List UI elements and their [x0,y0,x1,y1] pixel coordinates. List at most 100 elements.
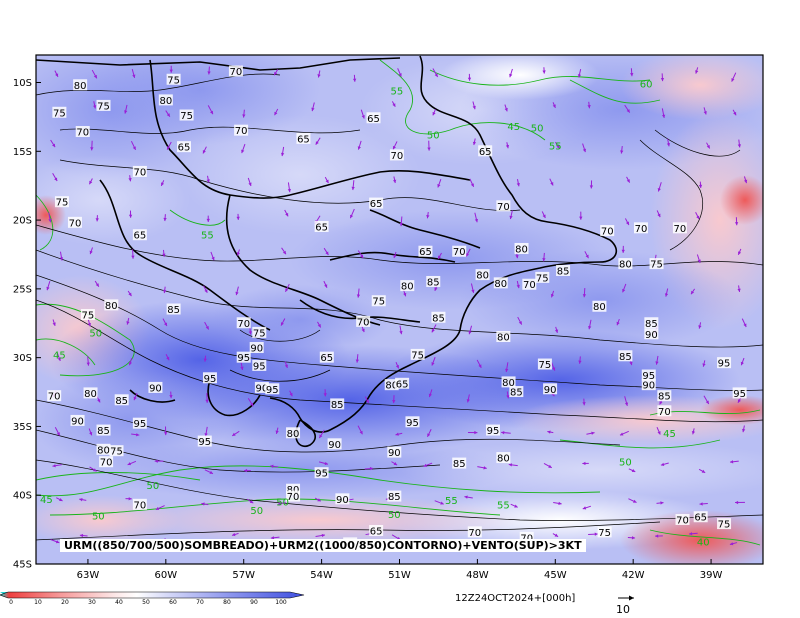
wind-arrow [731,72,737,82]
colorbar-tick-label: 50 [142,599,150,606]
wind-arrow [588,532,598,536]
contour-label-bg [73,79,88,91]
contour-label-bg [148,381,163,393]
wind-arrow [124,104,128,114]
wind-arrow [657,182,662,192]
wind-arrow [508,463,518,467]
wind-arrow [277,502,286,506]
wind-arrow [729,542,738,546]
wind-arrow [50,139,56,148]
lat-tick-label: 30S [13,353,32,364]
wind-arrow [399,216,403,227]
wind-arrow [88,178,93,185]
contour-label: 80 [497,454,510,465]
wind-arrow [154,459,164,463]
wind-arrow [169,65,173,73]
lat-tick-label: 35S [13,422,32,433]
wind-arrow [131,433,140,437]
contour-label-bg [330,398,345,410]
lat-tick-label: 45S [13,560,32,571]
wind-arrow [207,66,211,75]
contour-label: 90 [328,440,341,451]
contour-label: 75 [539,360,552,371]
contour-label: 75 [718,520,731,531]
contour-label: 90 [544,385,557,396]
contour-label: 75 [110,447,123,458]
contour-label-bg [371,295,386,307]
contour-label: 80 [401,282,414,293]
wind-arrow [509,210,513,220]
wind-arrow [287,182,292,193]
contour-label-bg [109,445,124,457]
wind-arrow [547,430,554,434]
contour-label: 75 [180,111,193,122]
wind-arrow [395,432,403,436]
contour-label: 85 [388,492,401,503]
contour-label-bg [657,390,672,402]
lat-tick-label: 15S [13,147,32,158]
wind-arrow [244,468,251,473]
contour-label: 65 [320,353,333,364]
wind-arrow [202,146,207,154]
wind-arrow [203,285,208,294]
wind-arrow [270,464,279,468]
wind-arrow [324,176,329,184]
wind-arrow [552,533,559,538]
green-contour-label: 50 [89,328,102,339]
wind-arrow [584,251,589,259]
colorbar-tick-label: 60 [169,599,177,606]
contour-label: 95 [266,385,279,396]
wind-arrow [357,140,362,150]
contour-label-bg [335,493,350,505]
contour-label: 80 [105,301,118,312]
wind-arrow [737,248,742,256]
green-contour-label: 45 [40,495,53,506]
contour-label-bg [535,271,550,283]
contour-label: 80 [502,378,515,389]
contour-label-bg [431,311,446,323]
wind-arrow [431,356,436,366]
wind-arrow [695,67,699,74]
wind-arrow [352,74,357,82]
wind-arrow [89,247,93,255]
contour-label-bg [234,124,249,136]
wind-arrow [273,69,279,76]
wind-arrow [690,288,696,295]
contour-label: 70 [133,500,146,511]
contour-label-bg [176,141,191,153]
contour-label: 75 [598,528,611,539]
contour-label-bg [166,303,181,315]
contour-label-bg [633,222,648,234]
contour-label: 95 [315,469,328,480]
contour-label: 80 [593,302,606,313]
wind-arrow [231,532,239,537]
wind-arrow [465,248,471,257]
wind-arrow [284,209,289,217]
wind-arrow [52,319,56,327]
contour-label-bg [132,165,147,177]
wind-arrow [541,211,546,219]
green-contour-label: 45 [663,429,676,440]
contour-label-bg [254,381,269,393]
contour-label: 70 [48,392,61,403]
lat-tick-label: 25S [13,284,32,295]
contour-label: 90 [642,381,655,392]
contour-label-bg [405,416,420,428]
contour-label-bg [249,342,264,354]
wind-arrow [357,250,364,259]
wind-arrow [655,534,663,538]
contour-label: 70 [133,167,146,178]
green-contour-label: 55 [497,500,510,511]
colorbar-tick-label: 90 [250,599,258,606]
wind-arrow [349,208,355,219]
contour-label: 70 [468,528,481,539]
contour-label: 85 [427,277,440,288]
contour-label: 65 [694,513,707,524]
wind-arrow [627,536,636,540]
contour-label: 95 [198,437,211,448]
wind-arrow [470,283,475,294]
green-contour-label: 50 [92,511,105,522]
wind-arrow [284,361,288,369]
wind-arrow [703,107,707,115]
contour-label-bg [644,328,659,340]
